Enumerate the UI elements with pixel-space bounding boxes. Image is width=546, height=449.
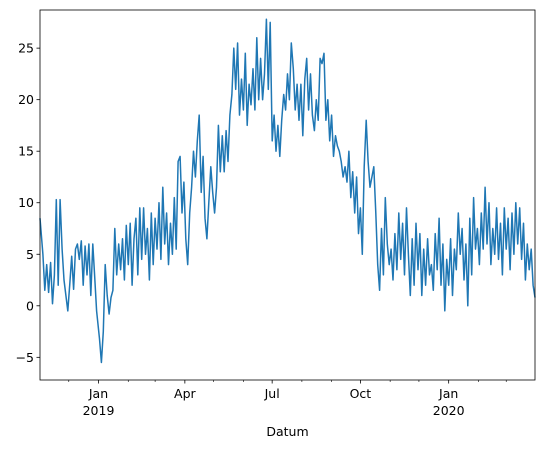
y-tick-label: −5: [16, 350, 34, 365]
x-tick-year-label: 2020: [433, 403, 465, 418]
x-tick-label: Oct: [350, 386, 372, 401]
y-axis-ticks: −5 0 5 10 15 20 25: [16, 41, 40, 365]
x-axis-ticks: Jan 2019 Apr Jul Oct Jan 2020: [68, 380, 507, 418]
x-tick-label: Apr: [174, 386, 196, 401]
y-tick-label: 0: [26, 298, 34, 313]
axes-frame: [39, 9, 536, 381]
x-tick-label: Jan: [88, 386, 108, 401]
x-tick-label: Jan: [438, 386, 458, 401]
x-tick-year-label: 2019: [83, 403, 115, 418]
y-tick-label: 20: [18, 92, 34, 107]
plot-area: [39, 18, 536, 364]
y-tick-label: 25: [18, 41, 34, 56]
y-tick-label: 5: [26, 247, 34, 262]
x-axis-label: Datum: [266, 424, 308, 439]
series-line-0: [39, 18, 536, 364]
x-tick-label: Jul: [264, 386, 280, 401]
y-tick-label: 15: [18, 144, 34, 159]
y-tick-label: 10: [18, 195, 34, 210]
